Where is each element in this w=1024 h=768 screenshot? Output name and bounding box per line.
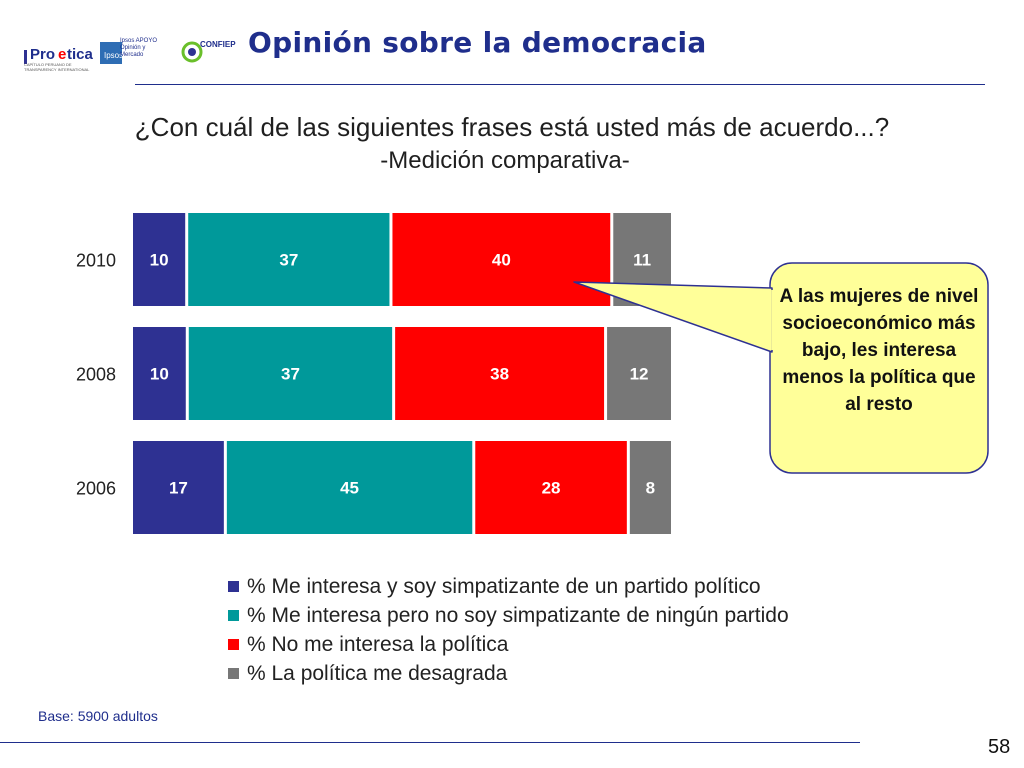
proetica-logo: Pro e tica	[24, 46, 94, 64]
data-label: 10	[150, 251, 169, 270]
bar-segment	[629, 441, 671, 534]
footer-divider	[0, 742, 860, 743]
chart-legend: % Me interesa y soy simpatizante de un p…	[228, 572, 789, 688]
base-note: Base: 5900 adultos	[38, 708, 158, 724]
category-label: 2006	[76, 479, 116, 499]
bar-segment	[133, 213, 186, 306]
bar-segment	[133, 327, 186, 420]
bar-segment	[392, 213, 611, 306]
sponsor-logos: Pro e tica Ipsos	[24, 41, 203, 64]
data-label: 28	[542, 479, 561, 498]
page-title: Opinión sobre la democracia	[248, 26, 707, 59]
svg-text:tica: tica	[67, 46, 94, 63]
legend-label: % La política me desagrada	[247, 661, 508, 685]
bar-segment	[188, 213, 390, 306]
legend-swatch	[228, 639, 239, 650]
data-label: 37	[281, 365, 300, 384]
legend-label: % No me interesa la política	[247, 632, 509, 656]
category-label: 2010	[76, 251, 116, 271]
title-divider	[135, 84, 985, 85]
data-label: 12	[630, 365, 649, 384]
survey-question: ¿Con cuál de las siguientes frases está …	[134, 112, 890, 142]
data-label: 38	[490, 365, 509, 384]
confiep-caption: CONFIEP	[200, 40, 236, 49]
svg-text:Ipsos: Ipsos	[104, 51, 123, 60]
ipsos-logo: Ipsos	[100, 42, 123, 64]
data-label: 37	[279, 251, 298, 270]
confiep-logo	[181, 41, 203, 63]
callout-seam	[771, 290, 776, 350]
legend-item-series3: % No me interesa la política	[228, 630, 789, 659]
callout-text: A las mujeres de nivel socioeconómico má…	[779, 286, 979, 415]
bar-segment	[607, 327, 671, 420]
data-label: 45	[340, 479, 359, 498]
ipsos-caption: Ipsos APOYO Opinión y Mercado	[120, 38, 158, 58]
legend-item-series1: % Me interesa y soy simpatizante de un p…	[228, 572, 789, 601]
callout-bubble	[769, 262, 989, 474]
data-label: 8	[646, 479, 655, 498]
svg-text:Pro: Pro	[30, 46, 55, 63]
data-label: 10	[150, 365, 169, 384]
bar-segment	[395, 327, 605, 420]
legend-item-series2: % Me interesa pero no soy simpatizante d…	[228, 601, 789, 630]
bar-segment	[226, 441, 473, 534]
bar-segment	[188, 327, 393, 420]
proetica-caption: CAPÍTULO PERUANO DE TRANSPARENCY INTERNA…	[24, 62, 90, 72]
legend-label: % Me interesa pero no soy simpatizante d…	[247, 603, 789, 627]
legend-swatch	[228, 610, 239, 621]
data-label: 40	[492, 251, 511, 270]
legend-label: % Me interesa y soy simpatizante de un p…	[247, 574, 761, 598]
data-label: 17	[169, 479, 188, 498]
bar-segment	[475, 441, 627, 534]
category-label: 2008	[76, 365, 116, 385]
bar-segment	[133, 441, 224, 534]
page-number: 58	[988, 736, 1011, 758]
legend-swatch	[228, 581, 239, 592]
chart-subtitle: -Medición comparativa-	[380, 147, 630, 174]
data-label: 11	[633, 251, 651, 270]
legend-item-series4: % La política me desagrada	[228, 659, 789, 688]
svg-text:e: e	[58, 46, 66, 63]
legend-swatch	[228, 668, 239, 679]
